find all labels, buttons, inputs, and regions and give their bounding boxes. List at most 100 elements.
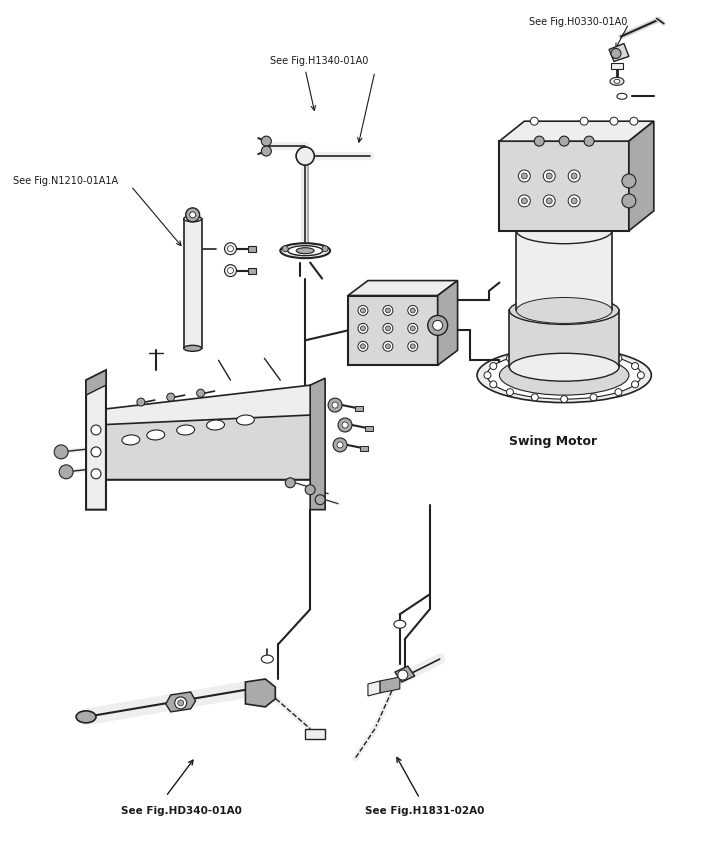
Circle shape [571,198,577,204]
Polygon shape [246,679,275,707]
Circle shape [190,212,195,218]
Ellipse shape [236,415,254,425]
Circle shape [521,173,527,179]
Ellipse shape [617,94,627,100]
Circle shape [296,147,314,165]
Circle shape [333,438,347,452]
Circle shape [518,195,530,207]
Bar [183,219,202,348]
Circle shape [637,372,644,379]
Polygon shape [86,370,106,510]
Ellipse shape [610,77,624,85]
Polygon shape [86,386,320,425]
Ellipse shape [516,298,612,323]
Ellipse shape [177,425,195,435]
Circle shape [383,306,393,316]
Circle shape [282,246,288,252]
Circle shape [615,389,622,396]
Polygon shape [348,281,457,295]
Circle shape [385,344,390,349]
Circle shape [332,402,338,408]
Circle shape [561,396,568,403]
Circle shape [91,469,101,479]
Circle shape [385,308,390,313]
Circle shape [360,326,365,331]
Circle shape [518,170,530,182]
Circle shape [506,389,513,396]
Polygon shape [516,231,612,311]
Circle shape [197,389,205,397]
Ellipse shape [207,420,224,430]
Circle shape [632,381,639,388]
Circle shape [342,422,348,428]
Polygon shape [86,400,320,480]
Circle shape [185,208,200,222]
Circle shape [584,136,594,146]
Text: See Fig.H1340-01A0: See Fig.H1340-01A0 [270,56,369,66]
Polygon shape [609,43,629,61]
Bar [348,295,438,365]
Ellipse shape [614,79,620,83]
Ellipse shape [499,355,629,395]
Polygon shape [368,681,380,696]
Circle shape [630,117,638,125]
Text: See Fig.N1210-01A1A: See Fig.N1210-01A1A [13,176,118,186]
Circle shape [328,398,342,412]
Circle shape [590,394,597,401]
Polygon shape [310,378,325,510]
Circle shape [261,136,271,146]
Circle shape [615,355,622,362]
Circle shape [622,194,636,208]
Circle shape [224,243,236,254]
Circle shape [530,117,538,125]
Circle shape [632,363,639,369]
Circle shape [506,355,513,362]
Circle shape [360,308,365,313]
Polygon shape [166,692,195,712]
Text: See Fig.H1831-02A0: See Fig.H1831-02A0 [365,807,484,816]
Circle shape [490,381,497,388]
Circle shape [428,316,447,335]
Circle shape [338,418,352,432]
Circle shape [175,697,187,709]
Ellipse shape [394,620,406,628]
Circle shape [561,348,568,355]
Circle shape [227,246,234,252]
Ellipse shape [509,353,619,381]
Circle shape [547,198,552,204]
Circle shape [531,350,538,357]
Circle shape [91,425,101,435]
Ellipse shape [183,216,202,222]
Circle shape [358,323,368,334]
Circle shape [410,326,416,331]
Circle shape [408,306,418,316]
Circle shape [484,372,491,379]
Circle shape [547,173,552,179]
Polygon shape [438,281,457,365]
Polygon shape [499,121,653,141]
Circle shape [178,700,183,705]
Circle shape [408,341,418,351]
Circle shape [224,265,236,277]
Polygon shape [509,311,619,368]
Circle shape [610,117,618,125]
Text: See Fig.HD340-01A0: See Fig.HD340-01A0 [121,807,242,816]
Circle shape [358,306,368,316]
Polygon shape [629,121,653,231]
Circle shape [490,363,497,369]
Circle shape [383,323,393,334]
Text: Swing Motor: Swing Motor [509,435,598,448]
Circle shape [410,344,416,349]
Bar [355,406,363,411]
Ellipse shape [122,435,140,445]
Circle shape [535,136,544,146]
Polygon shape [395,666,415,682]
Circle shape [305,485,315,494]
Bar [249,267,256,274]
Circle shape [543,195,555,207]
Ellipse shape [261,655,273,663]
Text: See Fig.H0330-01A0: See Fig.H0330-01A0 [530,17,628,26]
Circle shape [360,344,365,349]
Ellipse shape [147,430,165,440]
Circle shape [568,195,580,207]
